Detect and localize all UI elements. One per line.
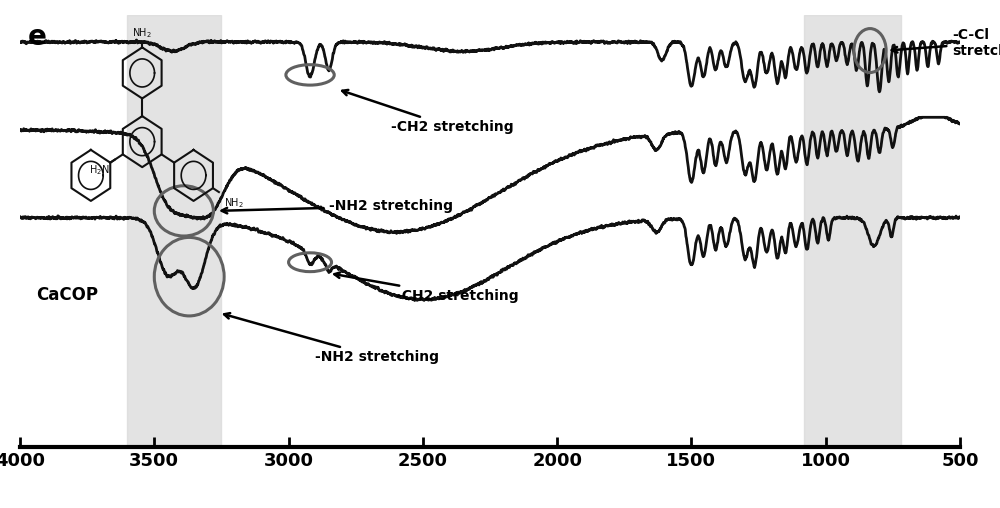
Text: -C-Cl
stretching: -C-Cl stretching: [892, 27, 1000, 58]
Text: -NH2 stretching: -NH2 stretching: [222, 199, 453, 213]
Bar: [127, 15, 221, 447]
Bar: [804, 15, 901, 447]
Text: e: e: [28, 23, 47, 51]
Text: -NH2 stretching: -NH2 stretching: [224, 313, 439, 364]
Text: CaCOP: CaCOP: [36, 285, 98, 304]
Text: -CH2 stretching: -CH2 stretching: [342, 90, 513, 135]
Text: -CH2 stretching: -CH2 stretching: [334, 272, 519, 303]
